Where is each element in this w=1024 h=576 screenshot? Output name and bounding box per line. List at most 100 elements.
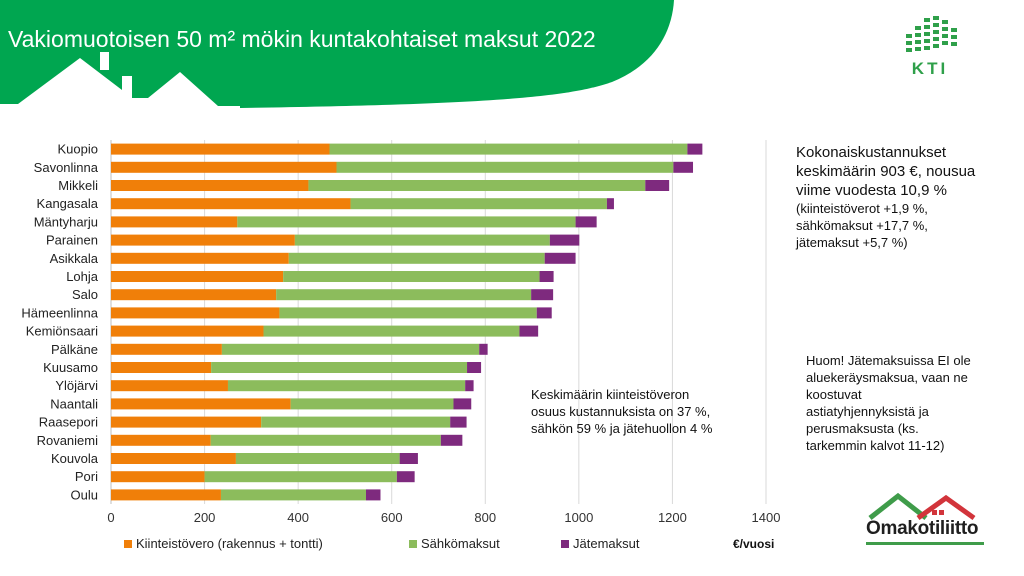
- x-tick-label: 600: [381, 510, 403, 525]
- x-tick-label: 0: [107, 510, 114, 525]
- category-label: Asikkala: [50, 251, 99, 266]
- bar-segment: [220, 489, 366, 501]
- summary-line: viime vuodesta 10,9 %: [796, 182, 947, 199]
- bar-segment: [111, 325, 264, 337]
- summary-sub-line: (kiinteistöverot +1,9 %,: [796, 201, 928, 216]
- bar-segment: [111, 380, 228, 392]
- x-tick-label: 200: [194, 510, 216, 525]
- bar-segment: [111, 180, 309, 191]
- bar-segment: [549, 234, 580, 246]
- bar-segment: [111, 143, 330, 155]
- waste-line: perusmaksusta (ks.: [806, 421, 919, 436]
- bar-segment: [465, 380, 474, 392]
- summary-line: Kokonaiskustannukset: [796, 144, 947, 161]
- category-label: Savonlinna: [34, 160, 99, 175]
- house-silhouette-icon: [0, 58, 240, 118]
- bar-segment: [210, 434, 441, 446]
- legend-swatch: [124, 540, 132, 548]
- waste-line: Huom! Jätemaksuissa EI ole: [806, 353, 971, 368]
- bar-segment: [350, 198, 607, 210]
- omakotiliitto-logo: Omakotiliitto: [860, 490, 990, 550]
- bar-segment: [399, 453, 418, 464]
- waste-fee-note: Huom! Jätemaksuissa EI ole aluekeräysmak…: [806, 352, 1016, 454]
- category-label: Rovaniemi: [37, 433, 99, 448]
- x-tick-label: 1000: [564, 510, 593, 525]
- kti-logo: KTI: [898, 12, 962, 85]
- bar-segment: [467, 362, 482, 373]
- bar-segment: [329, 143, 688, 155]
- bar-segment: [211, 362, 468, 373]
- bar-segment: [111, 398, 291, 410]
- legend-swatch: [561, 540, 569, 548]
- omakotiliitto-roof-icon: [868, 492, 976, 520]
- bar-segment: [111, 198, 351, 210]
- x-tick-label: 400: [287, 510, 309, 525]
- waste-line: koostuvat: [806, 387, 862, 402]
- bar-segment: [575, 216, 597, 228]
- bar-segment: [544, 252, 576, 264]
- bar-segment: [536, 307, 552, 319]
- bar-segment: [279, 307, 537, 319]
- chimney-icon: [100, 52, 109, 70]
- bar-segment: [235, 453, 400, 464]
- bar-segment: [204, 471, 397, 483]
- bar-segment: [261, 416, 451, 428]
- bar-segment: [283, 271, 540, 282]
- bar-segment: [111, 489, 221, 501]
- x-tick-label: 1400: [752, 510, 781, 525]
- legend-swatch: [409, 540, 417, 548]
- bar-segment: [673, 161, 694, 173]
- bar-segment: [440, 434, 463, 446]
- bar-segment: [263, 325, 520, 337]
- waste-line: astiatyhjennyksistä ja: [806, 404, 929, 419]
- cost-share-note: Keskimäärin kiinteistöveron osuus kustan…: [531, 386, 761, 437]
- waste-line: tarkemmin kalvot 11-12): [806, 438, 945, 453]
- waste-line: aluekeräysmaksua, vaan ne: [806, 370, 968, 385]
- category-label: Pälkäne: [51, 342, 98, 357]
- bar-segment: [111, 234, 295, 246]
- summary-sub-line: jätemaksut +5,7 %): [796, 235, 908, 250]
- bar-segment: [111, 343, 222, 355]
- category-label: Ylöjärvi: [55, 378, 98, 393]
- bar-segment: [237, 216, 576, 228]
- bar-segment: [111, 453, 236, 464]
- bar-segment: [539, 271, 554, 282]
- bar-segment: [606, 198, 614, 210]
- bar-segment: [290, 398, 454, 410]
- header-banner: [0, 0, 674, 118]
- summary-line: keskimäärin 903 €, nousua: [796, 163, 976, 180]
- category-label: Kuopio: [58, 142, 98, 157]
- bar-segment: [519, 325, 539, 337]
- category-label: Kangasala: [37, 196, 99, 211]
- grid-layer: [110, 140, 767, 504]
- bar-segment: [111, 434, 211, 446]
- category-label: Pori: [75, 469, 98, 484]
- bar-segment: [308, 180, 646, 191]
- share-line: Keskimäärin kiinteistöveron: [531, 387, 690, 402]
- category-label: Naantali: [50, 396, 98, 411]
- bar-layer: [111, 143, 703, 501]
- x-axis-label: €/vuosi: [733, 537, 774, 551]
- summary-sub-line: sähkömaksut +17,7 %,: [796, 218, 928, 233]
- category-label: Parainen: [46, 233, 98, 248]
- bar-segment: [111, 161, 337, 173]
- category-label: Kuusamo: [43, 360, 98, 375]
- bar-segment: [479, 343, 488, 355]
- category-label: Oulu: [71, 487, 98, 502]
- share-line: osuus kustannuksista on 37 %,: [531, 404, 711, 419]
- bar-segment: [294, 234, 550, 246]
- bar-segment: [645, 180, 670, 191]
- bar-segment: [450, 416, 467, 428]
- bar-segment: [111, 252, 289, 264]
- bar-segment: [276, 289, 532, 301]
- bar-segment: [453, 398, 472, 410]
- legend-label: Kiinteistövero (rakennus + tontti): [136, 536, 323, 551]
- kti-logo-text: KTI: [912, 59, 948, 78]
- bar-segment: [365, 489, 381, 501]
- bar-segment: [111, 471, 205, 483]
- bar-segment: [111, 271, 284, 282]
- omakotiliitto-logo-text: Omakotiliitto: [866, 518, 979, 539]
- bar-segment: [531, 289, 554, 301]
- category-label: Raasepori: [39, 415, 98, 430]
